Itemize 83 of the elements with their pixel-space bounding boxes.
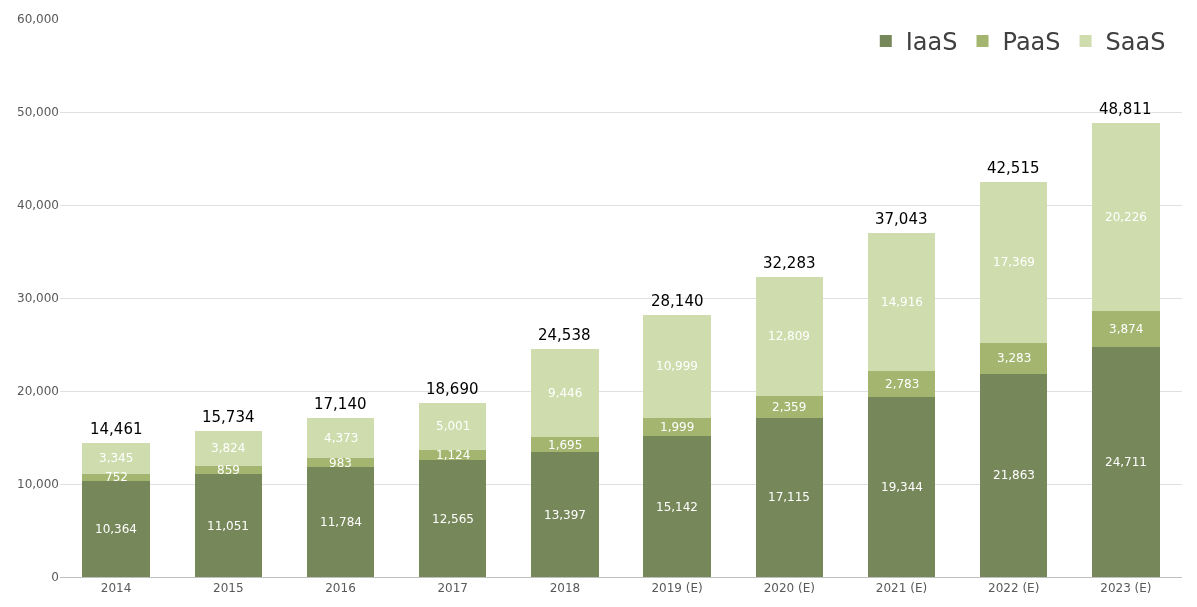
bar — [755, 417, 823, 577]
total-label: 37,043 — [875, 210, 928, 228]
bar — [643, 315, 711, 418]
data-label: 20,226 — [1105, 210, 1147, 224]
data-label: 1,999 — [660, 420, 695, 434]
bar — [194, 474, 262, 577]
bar — [980, 373, 1048, 577]
x-tick-label: 2021 (E) — [875, 581, 928, 596]
bar — [980, 181, 1048, 344]
bar — [419, 403, 487, 450]
legend-label: PaaS — [1002, 28, 1061, 57]
bar — [306, 467, 375, 577]
bar — [531, 452, 599, 577]
y-tick-label: 60,000 — [17, 12, 59, 27]
data-label: 21,863 — [993, 468, 1035, 482]
data-label: 983 — [329, 456, 352, 470]
x-tick-label: 2019 (E) — [651, 581, 703, 596]
total-label: 48,811 — [1099, 100, 1152, 118]
data-label: 2,783 — [885, 377, 920, 391]
data-label: 10,999 — [656, 359, 698, 373]
bar — [980, 343, 1048, 374]
total-label: 24,538 — [538, 326, 591, 344]
x-tick-label: 2016 — [325, 581, 356, 596]
bar — [867, 232, 936, 372]
data-label: 12,565 — [432, 512, 474, 526]
data-label: 1,124 — [436, 448, 471, 462]
bar — [1092, 123, 1160, 312]
y-tick-label: 20,000 — [17, 384, 59, 399]
legend-label: IaaS — [905, 28, 958, 57]
data-label: 3,283 — [997, 351, 1032, 365]
x-tick-label: 2018 — [549, 581, 581, 596]
data-label: 2,359 — [772, 400, 807, 414]
data-label: 14,916 — [881, 295, 923, 309]
bar — [755, 276, 823, 396]
bar — [419, 460, 487, 577]
data-label: 9,446 — [548, 386, 583, 400]
data-label: 859 — [217, 463, 240, 477]
data-label: 19,344 — [881, 480, 923, 494]
data-label: 17,115 — [768, 490, 810, 504]
y-tick-label: 30,000 — [17, 291, 59, 306]
data-label: 5,001 — [436, 419, 471, 433]
total-label: 15,734 — [202, 408, 255, 426]
legend-label: SaaS — [1105, 28, 1166, 57]
bar — [531, 348, 599, 437]
total-label: 42,515 — [987, 159, 1040, 177]
data-label: 752 — [105, 470, 128, 484]
bar — [867, 397, 936, 577]
data-label: 4,373 — [324, 431, 359, 445]
x-tick-label: 2015 — [213, 581, 244, 596]
total-label: 14,461 — [90, 420, 143, 438]
total-label: 18,690 — [426, 380, 479, 398]
x-tick-label: 2023 (E) — [1100, 581, 1152, 596]
y-tick-label: 0 — [51, 570, 59, 585]
bar — [643, 436, 711, 577]
bar — [82, 480, 150, 577]
y-tick-label: 10,000 — [17, 477, 59, 492]
x-tick-label: 2022 (E) — [988, 581, 1040, 596]
bar — [1092, 347, 1160, 577]
data-label: 10,364 — [95, 522, 137, 536]
data-label: 1,695 — [548, 438, 583, 452]
total-label: 32,283 — [763, 254, 816, 272]
bar — [194, 430, 262, 467]
data-label: 17,369 — [993, 255, 1035, 269]
bar — [306, 417, 375, 459]
data-label: 3,874 — [1109, 322, 1144, 336]
y-tick-label: 50,000 — [17, 105, 59, 120]
x-tick-label: 2014 — [100, 581, 132, 596]
x-tick-label: 2017 — [437, 581, 468, 596]
data-label: 11,051 — [207, 519, 249, 533]
data-label: 15,142 — [656, 500, 698, 514]
data-label: 3,345 — [99, 451, 134, 465]
data-label: 11,784 — [320, 515, 362, 529]
data-label: 13,397 — [544, 508, 586, 522]
y-tick-label: 40,000 — [17, 198, 59, 213]
x-tick-label: 2020 (E) — [763, 581, 815, 596]
data-label: 3,824 — [211, 441, 246, 455]
total-label: 28,140 — [651, 292, 704, 310]
bar — [82, 442, 150, 474]
total-label: 17,140 — [314, 395, 367, 413]
data-label: 12,809 — [768, 329, 810, 343]
data-label: 24,711 — [1105, 455, 1147, 469]
bar — [1092, 311, 1160, 348]
bar — [867, 371, 936, 398]
